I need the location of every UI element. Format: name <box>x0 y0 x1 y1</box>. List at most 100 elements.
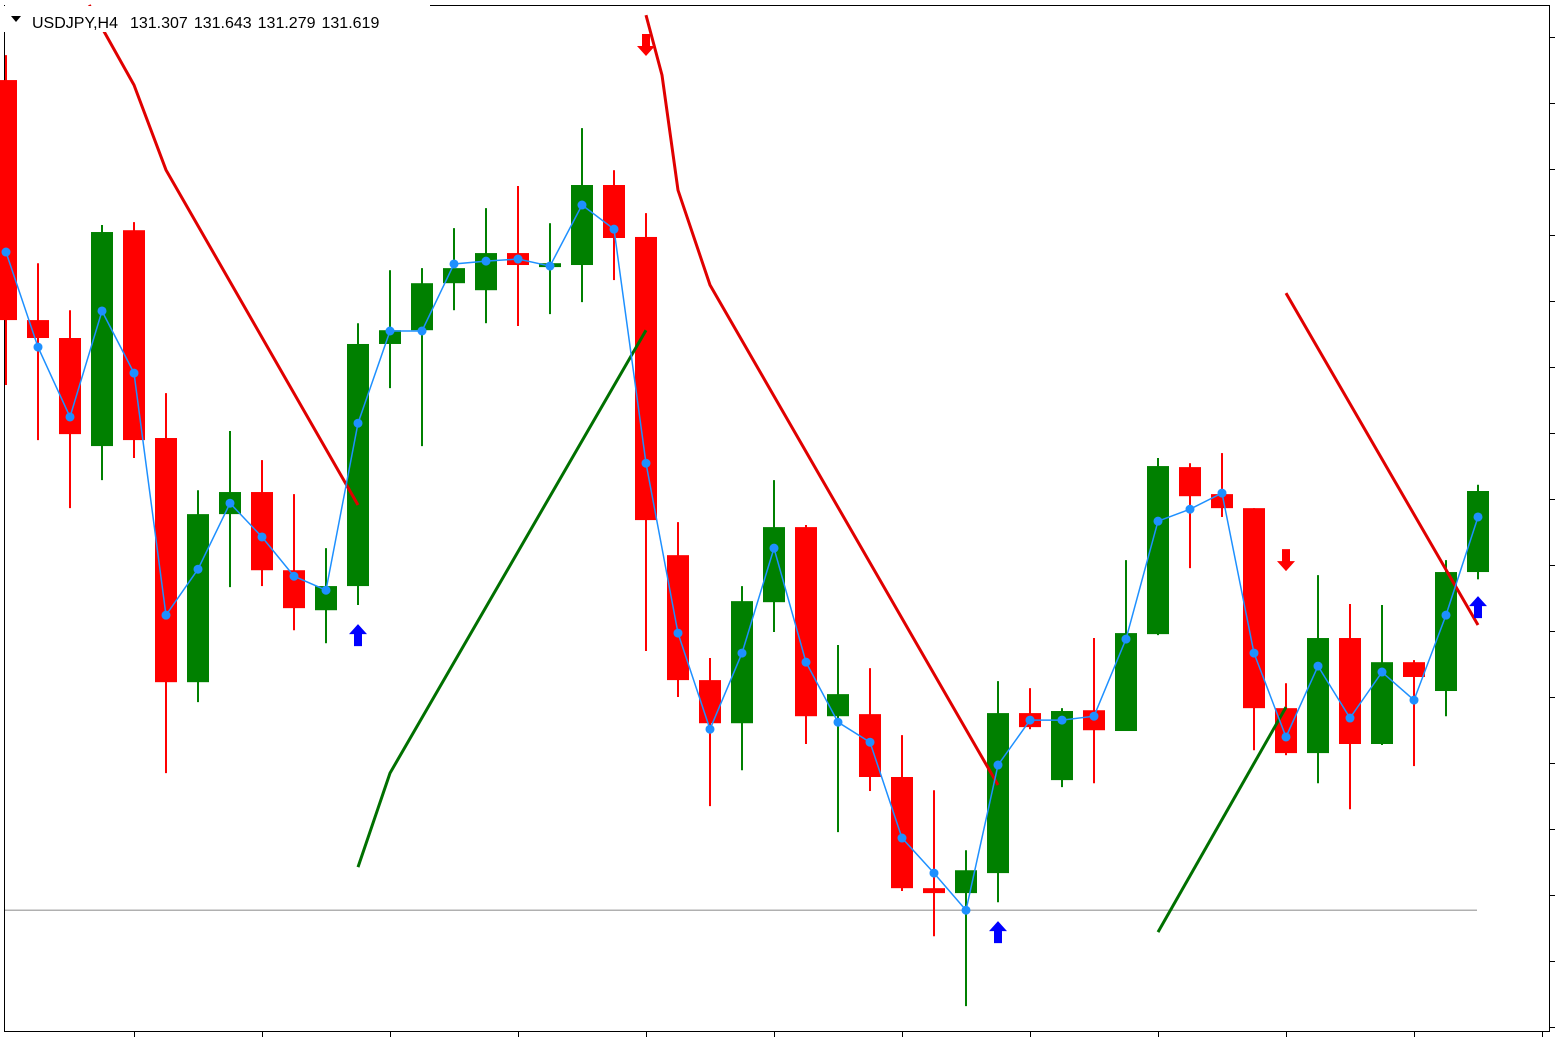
ma-dot <box>1409 695 1419 705</box>
candle-body <box>731 601 753 724</box>
candle-body <box>699 680 721 724</box>
ma-dot <box>769 543 779 553</box>
ma-dot <box>609 224 619 234</box>
ma-dot <box>993 760 1003 770</box>
candle-body <box>923 888 945 894</box>
ma-dot <box>513 254 523 264</box>
ma-dot <box>1249 648 1259 658</box>
ohlc-open: 131.307 <box>130 15 188 32</box>
candle-body <box>1051 711 1073 781</box>
candle-body <box>1211 494 1233 509</box>
candle-body <box>59 338 81 435</box>
ma-dot <box>1121 634 1131 644</box>
ma-dot <box>1025 715 1035 725</box>
ma-dot <box>161 610 171 620</box>
candle-body <box>891 776 913 889</box>
candle-body <box>27 320 49 339</box>
candle-body <box>251 492 273 571</box>
ma-dot <box>1281 732 1291 742</box>
ma-dot <box>865 737 875 747</box>
ohlc-close: 131.619 <box>322 15 380 32</box>
candle-body <box>1243 508 1265 709</box>
ma-dot <box>321 585 331 595</box>
ma-dot <box>97 306 107 316</box>
ma-dot <box>705 724 715 734</box>
ma-dot <box>1217 488 1227 498</box>
ma-dot <box>1057 715 1067 725</box>
ma-dot <box>353 418 363 428</box>
candle-body <box>155 438 177 683</box>
ma-dot <box>289 571 299 581</box>
ma-dot <box>641 458 651 468</box>
header-bg <box>4 6 434 32</box>
trend-line <box>1284 292 1480 626</box>
trend-line <box>644 14 1000 786</box>
header-text: USDJPY,H4 131.307 131.643 131.279 131.619 <box>32 15 379 32</box>
candle-body <box>0 80 17 321</box>
candle-body <box>347 343 369 587</box>
ma-dot <box>385 326 395 336</box>
candle-body <box>283 570 305 609</box>
ma-dot <box>961 905 971 915</box>
ma-dot <box>737 648 747 658</box>
ma-dot <box>801 657 811 667</box>
candle-body <box>123 230 145 441</box>
candle-body <box>1307 638 1329 754</box>
signal-arrow <box>349 624 367 647</box>
ma-dot <box>545 261 555 271</box>
ma-dot <box>673 628 683 638</box>
signal-arrow <box>637 34 655 57</box>
candle-body <box>987 713 1009 874</box>
candle-body <box>1179 467 1201 497</box>
ohlc-low: 131.279 <box>258 15 316 32</box>
candle-body <box>1115 633 1137 732</box>
frame <box>4 5 1555 1037</box>
candle-body <box>91 232 113 447</box>
candle-body <box>571 185 593 266</box>
ma-dot <box>257 532 267 542</box>
candle-body <box>827 694 849 717</box>
ohlc-high: 131.643 <box>194 15 252 32</box>
ma-dot <box>65 412 75 422</box>
ma-dot <box>1185 504 1195 514</box>
dropdown-arrow[interactable] <box>11 16 21 22</box>
ma-dot <box>929 868 939 878</box>
candle-body <box>763 527 785 603</box>
candle-body <box>187 514 209 683</box>
signal-arrow <box>1277 549 1295 572</box>
signal-arrow <box>1469 596 1487 619</box>
candle-body <box>411 283 433 331</box>
header: USDJPY,H4 131.307 131.643 131.279 131.619 <box>4 6 434 32</box>
ma-dot <box>417 326 427 336</box>
ma-dot <box>833 717 843 727</box>
ma-dot <box>1473 512 1483 522</box>
ma-dot <box>1313 661 1323 671</box>
candle-body <box>1371 662 1393 745</box>
candle-body <box>1339 638 1361 745</box>
candle-body <box>379 330 401 344</box>
ma-dot <box>1345 713 1355 723</box>
trend-line <box>87 4 360 506</box>
candle-body <box>795 527 817 717</box>
ma-dot <box>1 247 11 257</box>
candle-body <box>1467 491 1489 573</box>
candle-body <box>667 555 689 681</box>
trend-line <box>356 329 648 868</box>
candle-body <box>315 586 337 611</box>
ma-dot <box>897 833 907 843</box>
trend-line <box>1156 706 1288 933</box>
candle-body <box>1403 662 1425 677</box>
ma-dot <box>1089 711 1099 721</box>
ma-dot <box>1441 610 1451 620</box>
ma-dot <box>481 256 491 266</box>
ma-dot <box>577 200 587 210</box>
ma-dot <box>33 342 43 352</box>
candle-body <box>443 268 465 284</box>
plot-area <box>0 4 1489 1007</box>
symbol: USDJPY,H4 <box>32 15 118 32</box>
ma-dot <box>225 498 235 508</box>
ma-dot <box>129 368 139 378</box>
